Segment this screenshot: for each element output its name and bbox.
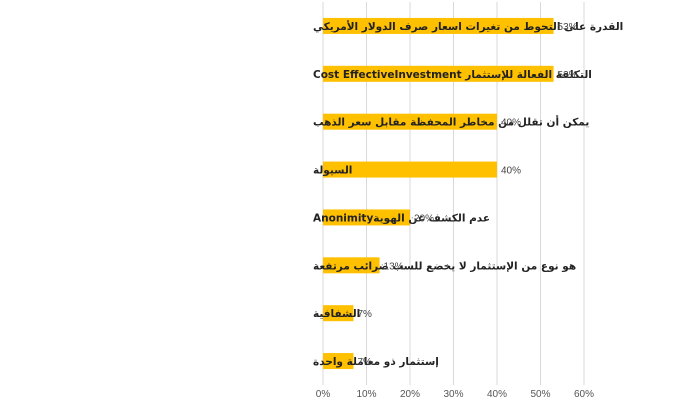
bar: [323, 209, 410, 226]
data-label: 7%: [357, 357, 372, 368]
data-label: 7%: [357, 309, 372, 320]
category-label: القدرة على التحوط من تغيرات اسعار صرف ال…: [313, 20, 623, 33]
bar: [323, 113, 497, 130]
data-label: 53%: [558, 22, 578, 33]
data-label: 13%: [384, 261, 404, 272]
bar: [323, 65, 554, 82]
category-label: يمكن أن تقلل من مخاطر المحفظة مقابل سعر …: [313, 115, 589, 129]
bar: [323, 161, 497, 178]
data-label: 20%: [414, 213, 434, 224]
bars: [323, 17, 554, 370]
data-label: 40%: [501, 166, 521, 177]
bar: [323, 353, 354, 370]
x-tick-label: 60%: [574, 389, 594, 400]
data-label: 40%: [501, 118, 521, 129]
category-label: السيولة: [313, 165, 352, 177]
bar: [323, 305, 354, 322]
category-labels: القدرة على التحوط من تغيرات اسعار صرف ال…: [313, 20, 623, 368]
x-tick-label: 10%: [356, 389, 376, 400]
category-label: هو نوع من الإستثمار لا يخضع للسب ضرائب م…: [313, 260, 576, 272]
data-label: 53%: [558, 70, 578, 81]
bar: [323, 17, 554, 34]
x-axis-ticks: 0% 10% 20% 30% 40% 50% 60%: [316, 389, 594, 400]
category-label: عدم الكشف عن الهويةAnonimity: [313, 212, 490, 224]
gridlines: [322, 2, 585, 385]
x-tick-label: 40%: [487, 389, 507, 400]
category-label: الشفافية: [313, 308, 360, 320]
category-label: التكلفة الفعالة للإستثمار Cost Effective…: [313, 69, 592, 81]
x-tick-label: 20%: [400, 389, 420, 400]
x-tick-label: 50%: [530, 389, 550, 400]
category-label: إستثمار ذو معاملة واحدة: [313, 356, 439, 368]
bar: [323, 257, 380, 274]
value-labels: 53% 53% 40% 40% 20% 13% 7% 7%: [357, 22, 577, 368]
x-tick-label: 30%: [443, 389, 463, 400]
x-tick-label: 0%: [316, 389, 331, 400]
